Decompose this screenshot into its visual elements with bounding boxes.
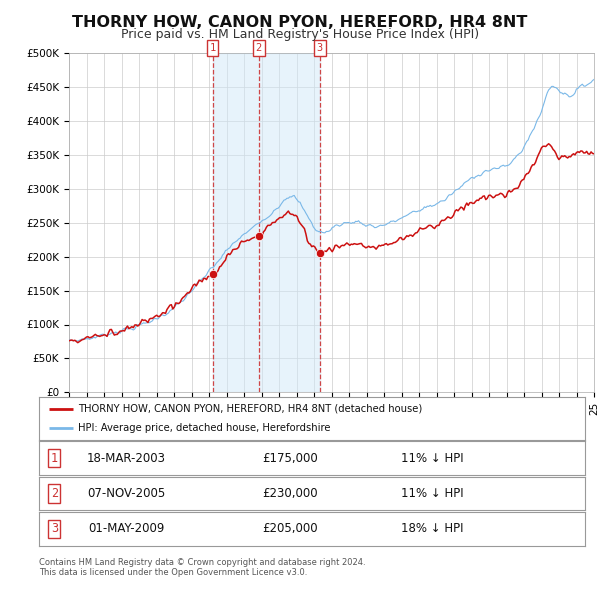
Text: 3: 3 [317, 43, 323, 53]
Text: 11% ↓ HPI: 11% ↓ HPI [401, 487, 463, 500]
Text: 18% ↓ HPI: 18% ↓ HPI [401, 522, 463, 536]
Text: 11% ↓ HPI: 11% ↓ HPI [401, 451, 463, 465]
Text: £205,000: £205,000 [262, 522, 318, 536]
Text: £175,000: £175,000 [262, 451, 318, 465]
Text: 07-NOV-2005: 07-NOV-2005 [87, 487, 166, 500]
Bar [212, 53, 320, 392]
Text: 1: 1 [209, 43, 216, 53]
Text: 2: 2 [256, 43, 262, 53]
Text: THORNY HOW, CANON PYON, HEREFORD, HR4 8NT: THORNY HOW, CANON PYON, HEREFORD, HR4 8N… [73, 15, 527, 30]
Text: 01-MAY-2009: 01-MAY-2009 [88, 522, 164, 536]
Text: 1: 1 [51, 451, 58, 465]
Text: THORNY HOW, CANON PYON, HEREFORD, HR4 8NT (detached house): THORNY HOW, CANON PYON, HEREFORD, HR4 8N… [79, 404, 422, 414]
Text: 18-MAR-2003: 18-MAR-2003 [87, 451, 166, 465]
Text: HPI: Average price, detached house, Herefordshire: HPI: Average price, detached house, Here… [79, 423, 331, 433]
Text: Contains HM Land Registry data © Crown copyright and database right 2024.
This d: Contains HM Land Registry data © Crown c… [39, 558, 365, 577]
Text: Price paid vs. HM Land Registry's House Price Index (HPI): Price paid vs. HM Land Registry's House … [121, 28, 479, 41]
Text: £230,000: £230,000 [262, 487, 318, 500]
Text: 2: 2 [51, 487, 58, 500]
Text: 3: 3 [51, 522, 58, 536]
